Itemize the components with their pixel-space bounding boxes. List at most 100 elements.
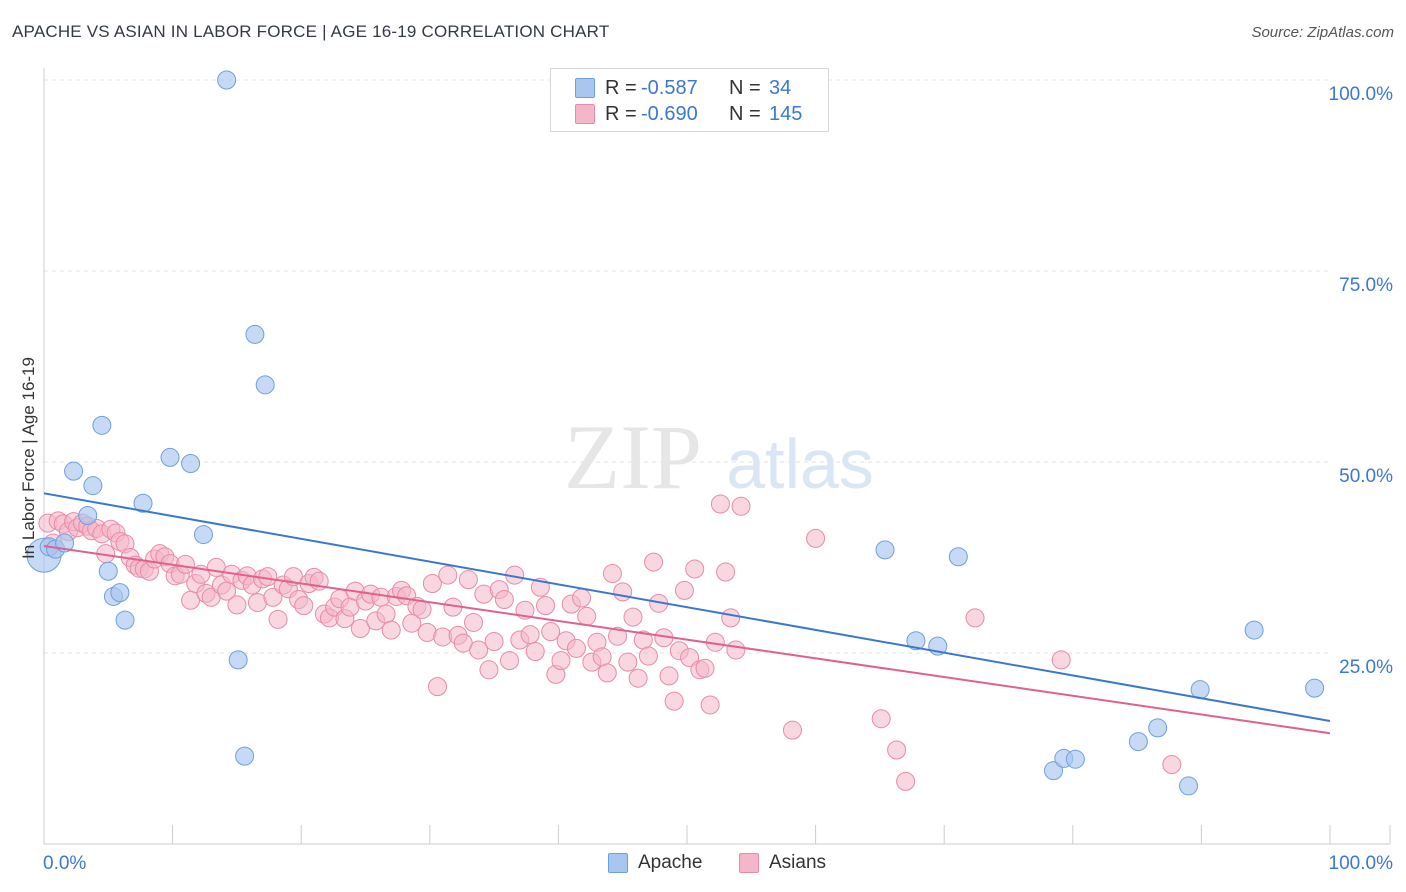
apache-point [245,324,265,344]
asians-point [520,625,540,645]
series-legend: Apache Asians [0,852,1406,878]
asians-point [806,528,826,548]
r-value: -0.690 [641,102,698,125]
asians-point [227,595,247,615]
asians-point [965,608,985,628]
asians-point [664,691,684,711]
asians-point [1051,650,1071,670]
asians-point [674,580,694,600]
apache-point [1305,678,1325,698]
apache-swatch [608,853,628,873]
apache-point [64,461,84,481]
asians-point [602,564,622,584]
apache-point [948,547,968,567]
asians-swatch [575,104,595,124]
asians-point [577,606,597,626]
trend-lines [43,492,1331,735]
stats-legend: R = -0.587 N = 34 R = -0.690 N = 145 [550,68,829,132]
apache-point [115,610,135,630]
x-tick-label: 100.0% [1329,853,1394,874]
asians-point [597,663,617,683]
apache-swatch [575,78,595,98]
apache-point [228,650,248,670]
apache-point [875,540,895,560]
asians-point [484,632,504,652]
asians-point [618,652,638,672]
asians-point [659,666,679,686]
y-tick-label: 25.0% [1339,657,1393,678]
apache-point [1244,620,1264,640]
apache-point [255,375,275,395]
asians-point [458,570,478,590]
asians-point [592,647,612,667]
apache-point [92,415,112,435]
asians-point [710,494,730,514]
asians-point [608,626,628,646]
asians-swatch [739,853,759,873]
apache-point [1044,761,1064,781]
asians-point [350,619,370,639]
r-label: R = [605,102,637,125]
asians-point [896,771,916,791]
n-value: 34 [769,76,792,99]
apache-point [1179,776,1199,796]
asians-point [479,660,499,680]
apache-point [217,70,237,90]
asians-point [731,496,751,516]
y-tick-label: 75.0% [1339,275,1393,296]
apache-point [1065,749,1085,769]
asians-point [623,607,643,627]
asians-point [294,596,314,616]
asians-point [494,590,514,610]
asians-point [680,648,700,668]
apache-point [235,746,255,766]
asians-point [438,565,458,585]
asians-point [566,638,586,658]
chart-title: APACHE VS ASIAN IN LABOR FORCE | AGE 16-… [12,22,610,41]
asians-point [628,668,648,688]
asians-point [469,640,489,660]
asians-point [525,641,545,661]
asians-point [428,677,448,697]
legend-label-asians: Asians [769,852,827,873]
asians-point [536,596,556,616]
y-axis-label: In Labor Force | Age 16-19 [19,357,38,559]
r-label: R = [605,76,637,99]
legend-label-apache: Apache [638,852,703,873]
apache-point [83,476,103,496]
y-tick-label: 100.0% [1329,84,1394,105]
asians-point [700,695,720,715]
asians-point [716,562,736,582]
asians-point [887,740,907,760]
asians-point [721,608,741,628]
apache-point [160,447,180,467]
legend-item-asians[interactable]: Asians [739,852,826,874]
watermark-atlas: atlas [726,425,874,503]
asians-point [613,582,633,602]
apache-point [181,454,201,474]
apache-point [78,505,98,525]
asians-point [422,573,442,593]
asians-point [695,658,715,678]
asians-point [412,599,432,619]
apache-point [906,631,926,651]
y-tick-label: 50.0% [1339,466,1393,487]
asians-point [541,622,561,642]
tick-labels: 25.0% 50.0% 75.0% 100.0% 0.0% 100.0% [43,84,1393,874]
apache-point [133,493,153,513]
asians-point [263,587,283,607]
apache-point [110,583,130,603]
watermark-zip: ZIP [564,406,702,508]
apache-point [1148,718,1168,738]
asians-point [381,620,401,640]
apache-point [193,525,213,545]
source-label: Source: ZipAtlas.com [1251,24,1394,41]
stats-row-asians: R = -0.690 N = 145 [575,102,802,126]
asians-point [644,552,664,572]
apache-trend-line [43,492,1331,722]
asians-point [871,709,891,729]
legend-item-apache[interactable]: Apache [608,852,702,874]
asians-point [572,588,592,608]
n-label: N = [729,76,761,99]
